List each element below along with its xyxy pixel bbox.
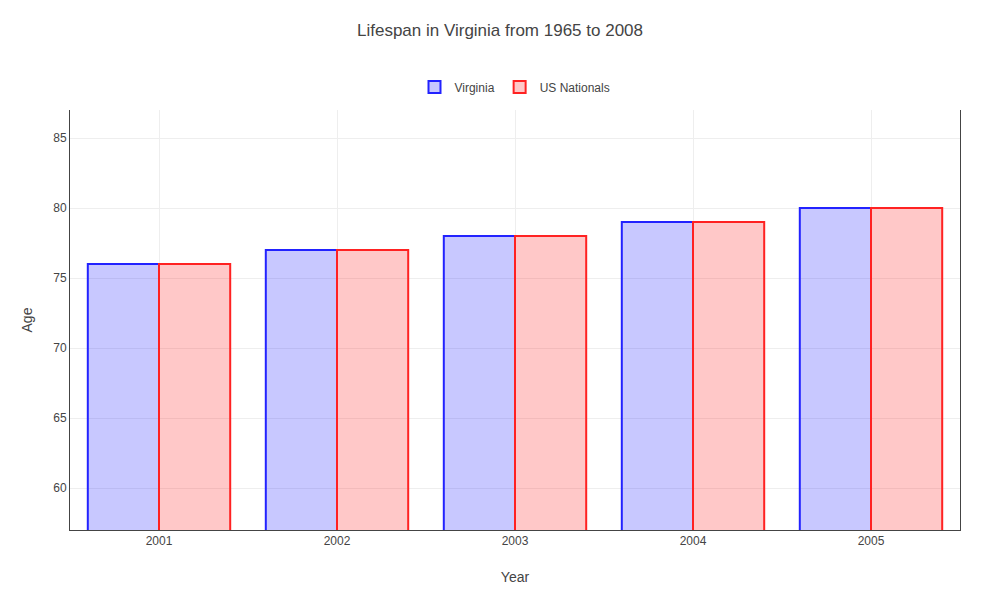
svg-text:80: 80 xyxy=(53,201,67,215)
svg-text:2002: 2002 xyxy=(324,534,351,548)
svg-text:85: 85 xyxy=(53,131,67,145)
svg-text:Year: Year xyxy=(501,569,530,585)
svg-text:70: 70 xyxy=(53,341,67,355)
svg-text:2004: 2004 xyxy=(680,534,707,548)
svg-text:US Nationals: US Nationals xyxy=(540,81,610,95)
svg-text:60: 60 xyxy=(53,481,67,495)
svg-text:2005: 2005 xyxy=(858,534,885,548)
svg-text:Lifespan in Virginia from 1965: Lifespan in Virginia from 1965 to 2008 xyxy=(357,21,643,40)
svg-text:Age: Age xyxy=(19,307,35,332)
svg-text:2003: 2003 xyxy=(502,534,529,548)
svg-text:2001: 2001 xyxy=(146,534,173,548)
svg-text:75: 75 xyxy=(53,271,67,285)
svg-text:Virginia: Virginia xyxy=(455,81,495,95)
svg-text:65: 65 xyxy=(53,411,67,425)
